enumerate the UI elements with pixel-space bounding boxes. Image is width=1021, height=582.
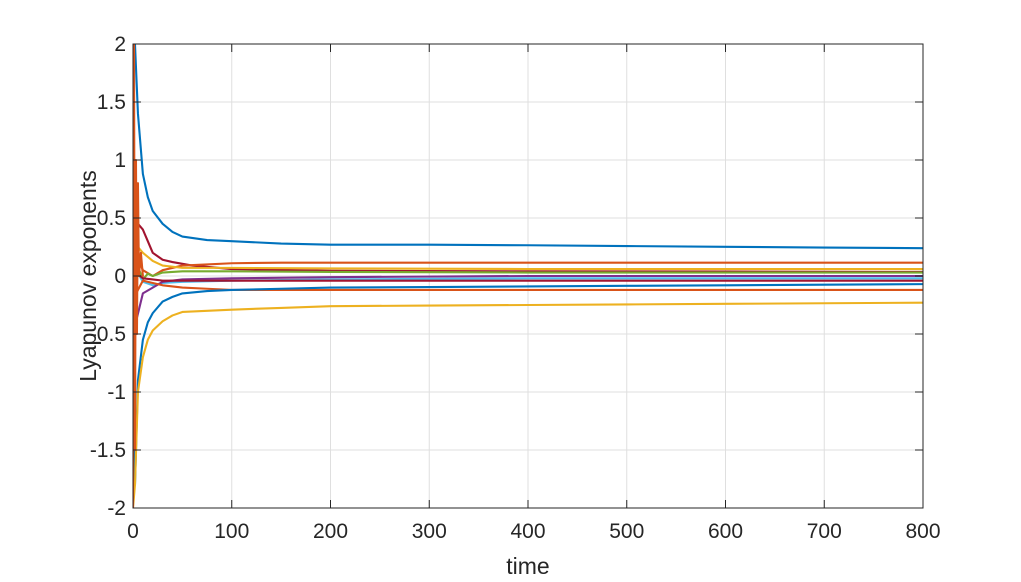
x-tick-label: 400 bbox=[510, 520, 545, 543]
series-line-4 bbox=[133, 228, 923, 271]
x-tick-label: 0 bbox=[127, 520, 139, 543]
y-tick-label: -1 bbox=[107, 381, 126, 404]
series-line-1 bbox=[133, 44, 923, 250]
y-tick-label: 0.5 bbox=[97, 207, 126, 230]
y-tick-label: 1.5 bbox=[97, 91, 126, 114]
y-tick-label: -0.5 bbox=[90, 323, 126, 346]
x-tick-label: 300 bbox=[412, 520, 447, 543]
ticks bbox=[132, 43, 924, 509]
y-tick-label: 2 bbox=[114, 33, 126, 56]
y-tick-label: -2 bbox=[107, 497, 126, 520]
y-tick-label: 0 bbox=[114, 265, 126, 288]
x-tick-label: 200 bbox=[313, 520, 348, 543]
x-tick-label: 800 bbox=[905, 520, 940, 543]
series-line-10 bbox=[133, 283, 923, 486]
x-tick-label: 600 bbox=[708, 520, 743, 543]
series-line-7 bbox=[133, 274, 923, 336]
x-axis-label: time bbox=[506, 553, 549, 579]
x-tick-label: 700 bbox=[807, 520, 842, 543]
series-line-11 bbox=[133, 301, 923, 508]
series-line-8 bbox=[133, 269, 923, 282]
y-axis-label: Lyapunov exponents bbox=[75, 170, 101, 381]
x-tick-label: 100 bbox=[214, 520, 249, 543]
x-tick-label: 500 bbox=[609, 520, 644, 543]
tick-labels: 0 100 200 300 400 500 600 700 800 2 1.5 1 0.5 0 -0.5 -1… bbox=[90, 33, 941, 543]
y-tick-label: 1 bbox=[114, 149, 126, 172]
y-tick-label: -1.5 bbox=[90, 439, 126, 462]
series-layer bbox=[133, 44, 923, 508]
